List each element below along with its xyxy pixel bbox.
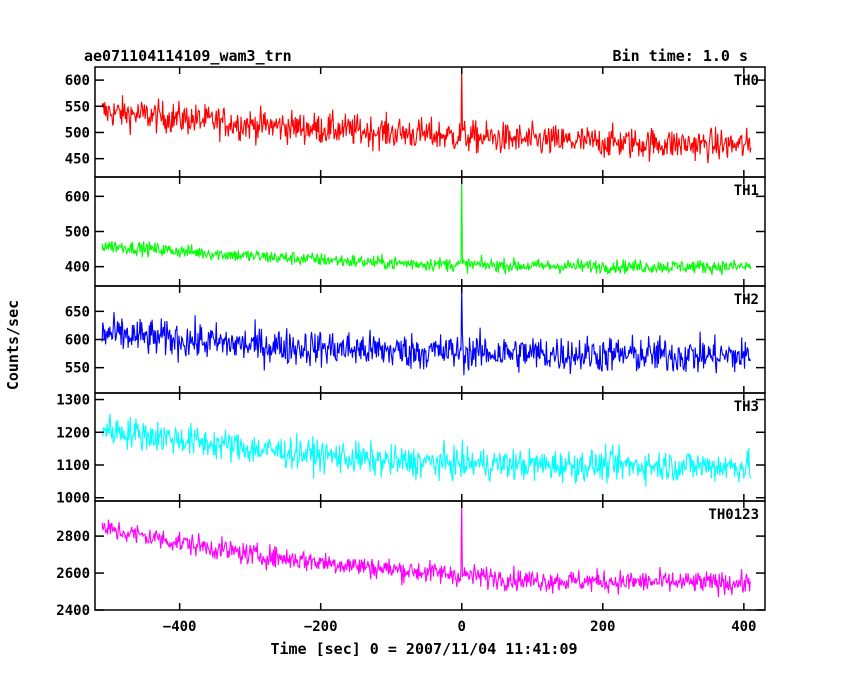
panel-th0: 450 500 550 600 TH0 (65, 66, 766, 178)
y-tick-label: 600 (65, 189, 90, 205)
y-tick-label: 500 (65, 125, 90, 141)
y-axis-label: Counts/sec (4, 300, 22, 390)
panel-frame (94, 392, 766, 502)
y-tick-label: 1100 (56, 458, 90, 474)
panel-th2: 550 600 650 TH2 (65, 285, 766, 394)
y-tick-label: 2600 (56, 566, 90, 582)
y-tick-label: 1200 (56, 425, 90, 441)
x-axis-label: Time [sec] 0 = 2007/11/04 11:41:09 (270, 640, 577, 658)
y-tick-label: 400 (65, 260, 90, 276)
series-line-th0 (101, 67, 752, 164)
x-tick-label: −200 (304, 619, 338, 635)
panel-label-th2: TH2 (734, 292, 759, 308)
x-tick-label: −400 (163, 619, 197, 635)
panel-label-th0123: TH0123 (708, 507, 759, 523)
y-tick-label: 450 (65, 152, 90, 168)
y-tick-label: 550 (65, 361, 90, 377)
series-line-th1 (101, 177, 752, 276)
panel-label-th0: TH0 (734, 73, 759, 89)
y-tick-label: 500 (65, 225, 90, 241)
panel-label-th1: TH1 (734, 183, 759, 199)
x-tick-label: 0 (458, 619, 466, 635)
chart-title: ae071104114109_wam3_trn (84, 47, 292, 65)
y-tick-label: 2400 (56, 603, 90, 619)
bin-time-label: Bin time: 1.0 s (613, 47, 748, 65)
x-tick-label: 200 (590, 619, 615, 635)
x-axis: −400 −200 0 200 400 (163, 619, 757, 635)
panel-th1: 400 500 600 TH1 (65, 176, 766, 287)
y-tick-label: 650 (65, 304, 90, 320)
panel-th3: 1000 1100 1200 1300 TH3 (56, 392, 766, 507)
x-tick-label: 400 (731, 619, 756, 635)
y-tick-label: 550 (65, 99, 90, 115)
y-tick-label: 600 (65, 73, 90, 89)
y-tick-label: 2800 (56, 529, 90, 545)
series-line-th3 (101, 413, 752, 487)
y-tick-label: 600 (65, 333, 90, 349)
panels-group: 450 500 550 600 TH0 400 500 600 TH1 550 600 650 TH2 1… (56, 66, 766, 619)
y-tick-label: 1300 (56, 393, 90, 409)
panel-frame (94, 500, 766, 611)
series-line-th2 (101, 286, 752, 376)
series-line-th0123 (101, 501, 752, 598)
panel-th0123: 2400 2600 2800 TH0123 (56, 500, 766, 619)
panel-label-th3: TH3 (734, 399, 759, 415)
y-tick-label: 1000 (56, 491, 90, 507)
